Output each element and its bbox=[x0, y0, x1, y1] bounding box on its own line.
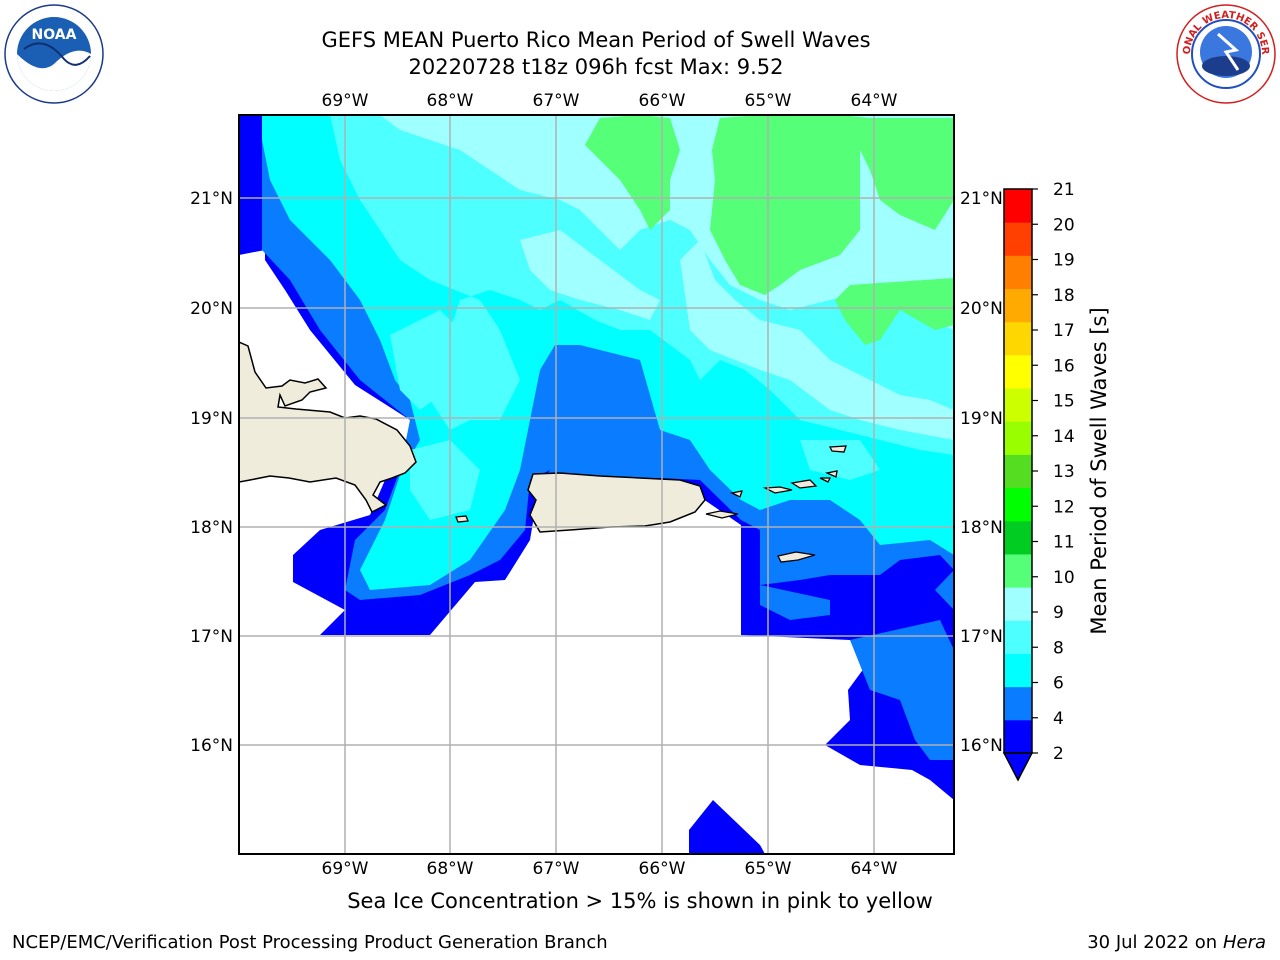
colorbar-cell bbox=[1004, 421, 1032, 455]
colorbar-tick-label: 17 bbox=[1053, 321, 1075, 341]
colorbar-label: Mean Period of Swell Waves [s] bbox=[1087, 307, 1111, 634]
lat-label: 17°N bbox=[960, 627, 1003, 647]
colorbar-tick-label: 4 bbox=[1053, 709, 1064, 729]
colorbar-extend-arrow bbox=[1002, 752, 1034, 782]
lat-label: 21°N bbox=[960, 189, 1003, 209]
land-puerto-rico bbox=[527, 472, 706, 533]
nws-logo: NATIONAL WEATHER SERVICE bbox=[1176, 4, 1276, 104]
lat-label: 21°N bbox=[190, 189, 233, 209]
lat-label: 20°N bbox=[960, 299, 1003, 319]
lon-label: 64°W bbox=[851, 859, 898, 879]
lat-label: 19°N bbox=[190, 409, 233, 429]
colorbar-cell bbox=[1004, 321, 1032, 356]
colorbar-tick-label: 9 bbox=[1053, 603, 1064, 623]
lon-label: 65°W bbox=[745, 859, 792, 879]
swell-period-10-11-band bbox=[585, 115, 954, 345]
colorbar-cell bbox=[1004, 388, 1032, 422]
colorbar-cell bbox=[1004, 189, 1032, 223]
lon-label: 67°W bbox=[533, 859, 580, 879]
lon-label: 69°W bbox=[322, 859, 369, 879]
colorbar-tick-label: 15 bbox=[1053, 392, 1075, 412]
chart-title: GEFS MEAN Puerto Rico Mean Period of Swe… bbox=[321, 28, 871, 52]
figure-caption: Sea Ice Concentration > 15% is shown in … bbox=[347, 889, 933, 913]
colorbar-cell bbox=[1004, 487, 1032, 522]
colorbar-ticks: 2 4 6 8 9 10 11 12 13 14 15 16 17 18 19 20 21 bbox=[1032, 180, 1075, 764]
footer-host: Hera bbox=[1222, 932, 1266, 953]
colorbar-cell bbox=[1004, 454, 1032, 489]
land-small-islands bbox=[455, 445, 847, 563]
colorbar-tick-label: 10 bbox=[1053, 568, 1075, 588]
colorbar-cell bbox=[1004, 288, 1032, 323]
colorbar-tick-label: 6 bbox=[1053, 674, 1064, 694]
colorbar-tick-label: 11 bbox=[1053, 533, 1075, 553]
lon-labels-bottom: 69°W 68°W 67°W 66°W 65°W 64°W bbox=[322, 859, 898, 879]
lon-label: 66°W bbox=[639, 91, 686, 111]
colorbar-cell bbox=[1004, 222, 1032, 256]
colorbar-tick-label: 16 bbox=[1053, 356, 1075, 376]
colorbar-cells bbox=[1004, 189, 1032, 754]
colorbar-cell bbox=[1004, 653, 1032, 688]
colorbar-tick-label: 14 bbox=[1053, 427, 1075, 447]
colorbar-tick-label: 18 bbox=[1053, 286, 1075, 306]
lon-label: 69°W bbox=[322, 91, 369, 111]
noaa-logo-text: NOAA bbox=[32, 27, 77, 43]
colorbar-tick-label: 13 bbox=[1053, 462, 1075, 482]
colorbar-cell bbox=[1004, 354, 1032, 389]
footer-date: 30 Jul 2022 on Hera bbox=[1087, 932, 1266, 953]
lat-label: 16°N bbox=[960, 736, 1003, 756]
noaa-logo: NOAA bbox=[4, 4, 104, 104]
lat-labels-right: 21°N 20°N 19°N 18°N 17°N 16°N bbox=[960, 189, 1003, 756]
lon-label: 68°W bbox=[427, 91, 474, 111]
colorbar-tick-label: 2 bbox=[1053, 744, 1064, 764]
colorbar-cell bbox=[1004, 719, 1032, 754]
lat-label: 17°N bbox=[190, 627, 233, 647]
colorbar: 2 4 6 8 9 10 11 12 13 14 15 16 17 18 19 20 21 Mean Perio… bbox=[1002, 180, 1111, 782]
lon-label: 68°W bbox=[427, 859, 474, 879]
map-frame bbox=[238, 114, 955, 855]
colorbar-cell bbox=[1004, 620, 1032, 654]
colorbar-tick-label: 19 bbox=[1053, 251, 1075, 271]
colorbar-tick-label: 12 bbox=[1053, 497, 1075, 517]
colorbar-cell bbox=[1004, 553, 1032, 588]
land-hispaniola bbox=[239, 341, 417, 514]
lat-label: 18°N bbox=[960, 518, 1003, 538]
colorbar-cell bbox=[1004, 587, 1032, 621]
footer-date-text: 30 Jul 2022 on bbox=[1087, 932, 1223, 953]
lat-label: 19°N bbox=[960, 409, 1003, 429]
colorbar-cell bbox=[1004, 520, 1032, 555]
lat-label: 16°N bbox=[190, 736, 233, 756]
lon-label: 66°W bbox=[639, 859, 686, 879]
map-gridlines bbox=[239, 115, 954, 854]
lat-label: 18°N bbox=[190, 518, 233, 538]
chart-subtitle: 20220728 t18z 096h fcst Max: 9.52 bbox=[408, 55, 784, 79]
lat-label: 20°N bbox=[190, 299, 233, 319]
lon-label: 67°W bbox=[533, 91, 580, 111]
lon-label: 64°W bbox=[851, 91, 898, 111]
lat-labels-left: 21°N 20°N 19°N 18°N 17°N 16°N bbox=[190, 189, 233, 756]
colorbar-cell bbox=[1004, 255, 1032, 290]
colorbar-cell bbox=[1004, 686, 1032, 721]
colorbar-tick-label: 21 bbox=[1053, 180, 1075, 200]
footer-credit: NCEP/EMC/Verification Post Processing Pr… bbox=[12, 932, 608, 953]
lon-labels-top: 69°W 68°W 67°W 66°W 65°W 64°W bbox=[322, 91, 898, 111]
lon-label: 65°W bbox=[745, 91, 792, 111]
map-area bbox=[239, 115, 954, 854]
colorbar-tick-label: 8 bbox=[1053, 638, 1064, 658]
colorbar-tick-label: 20 bbox=[1053, 215, 1075, 235]
